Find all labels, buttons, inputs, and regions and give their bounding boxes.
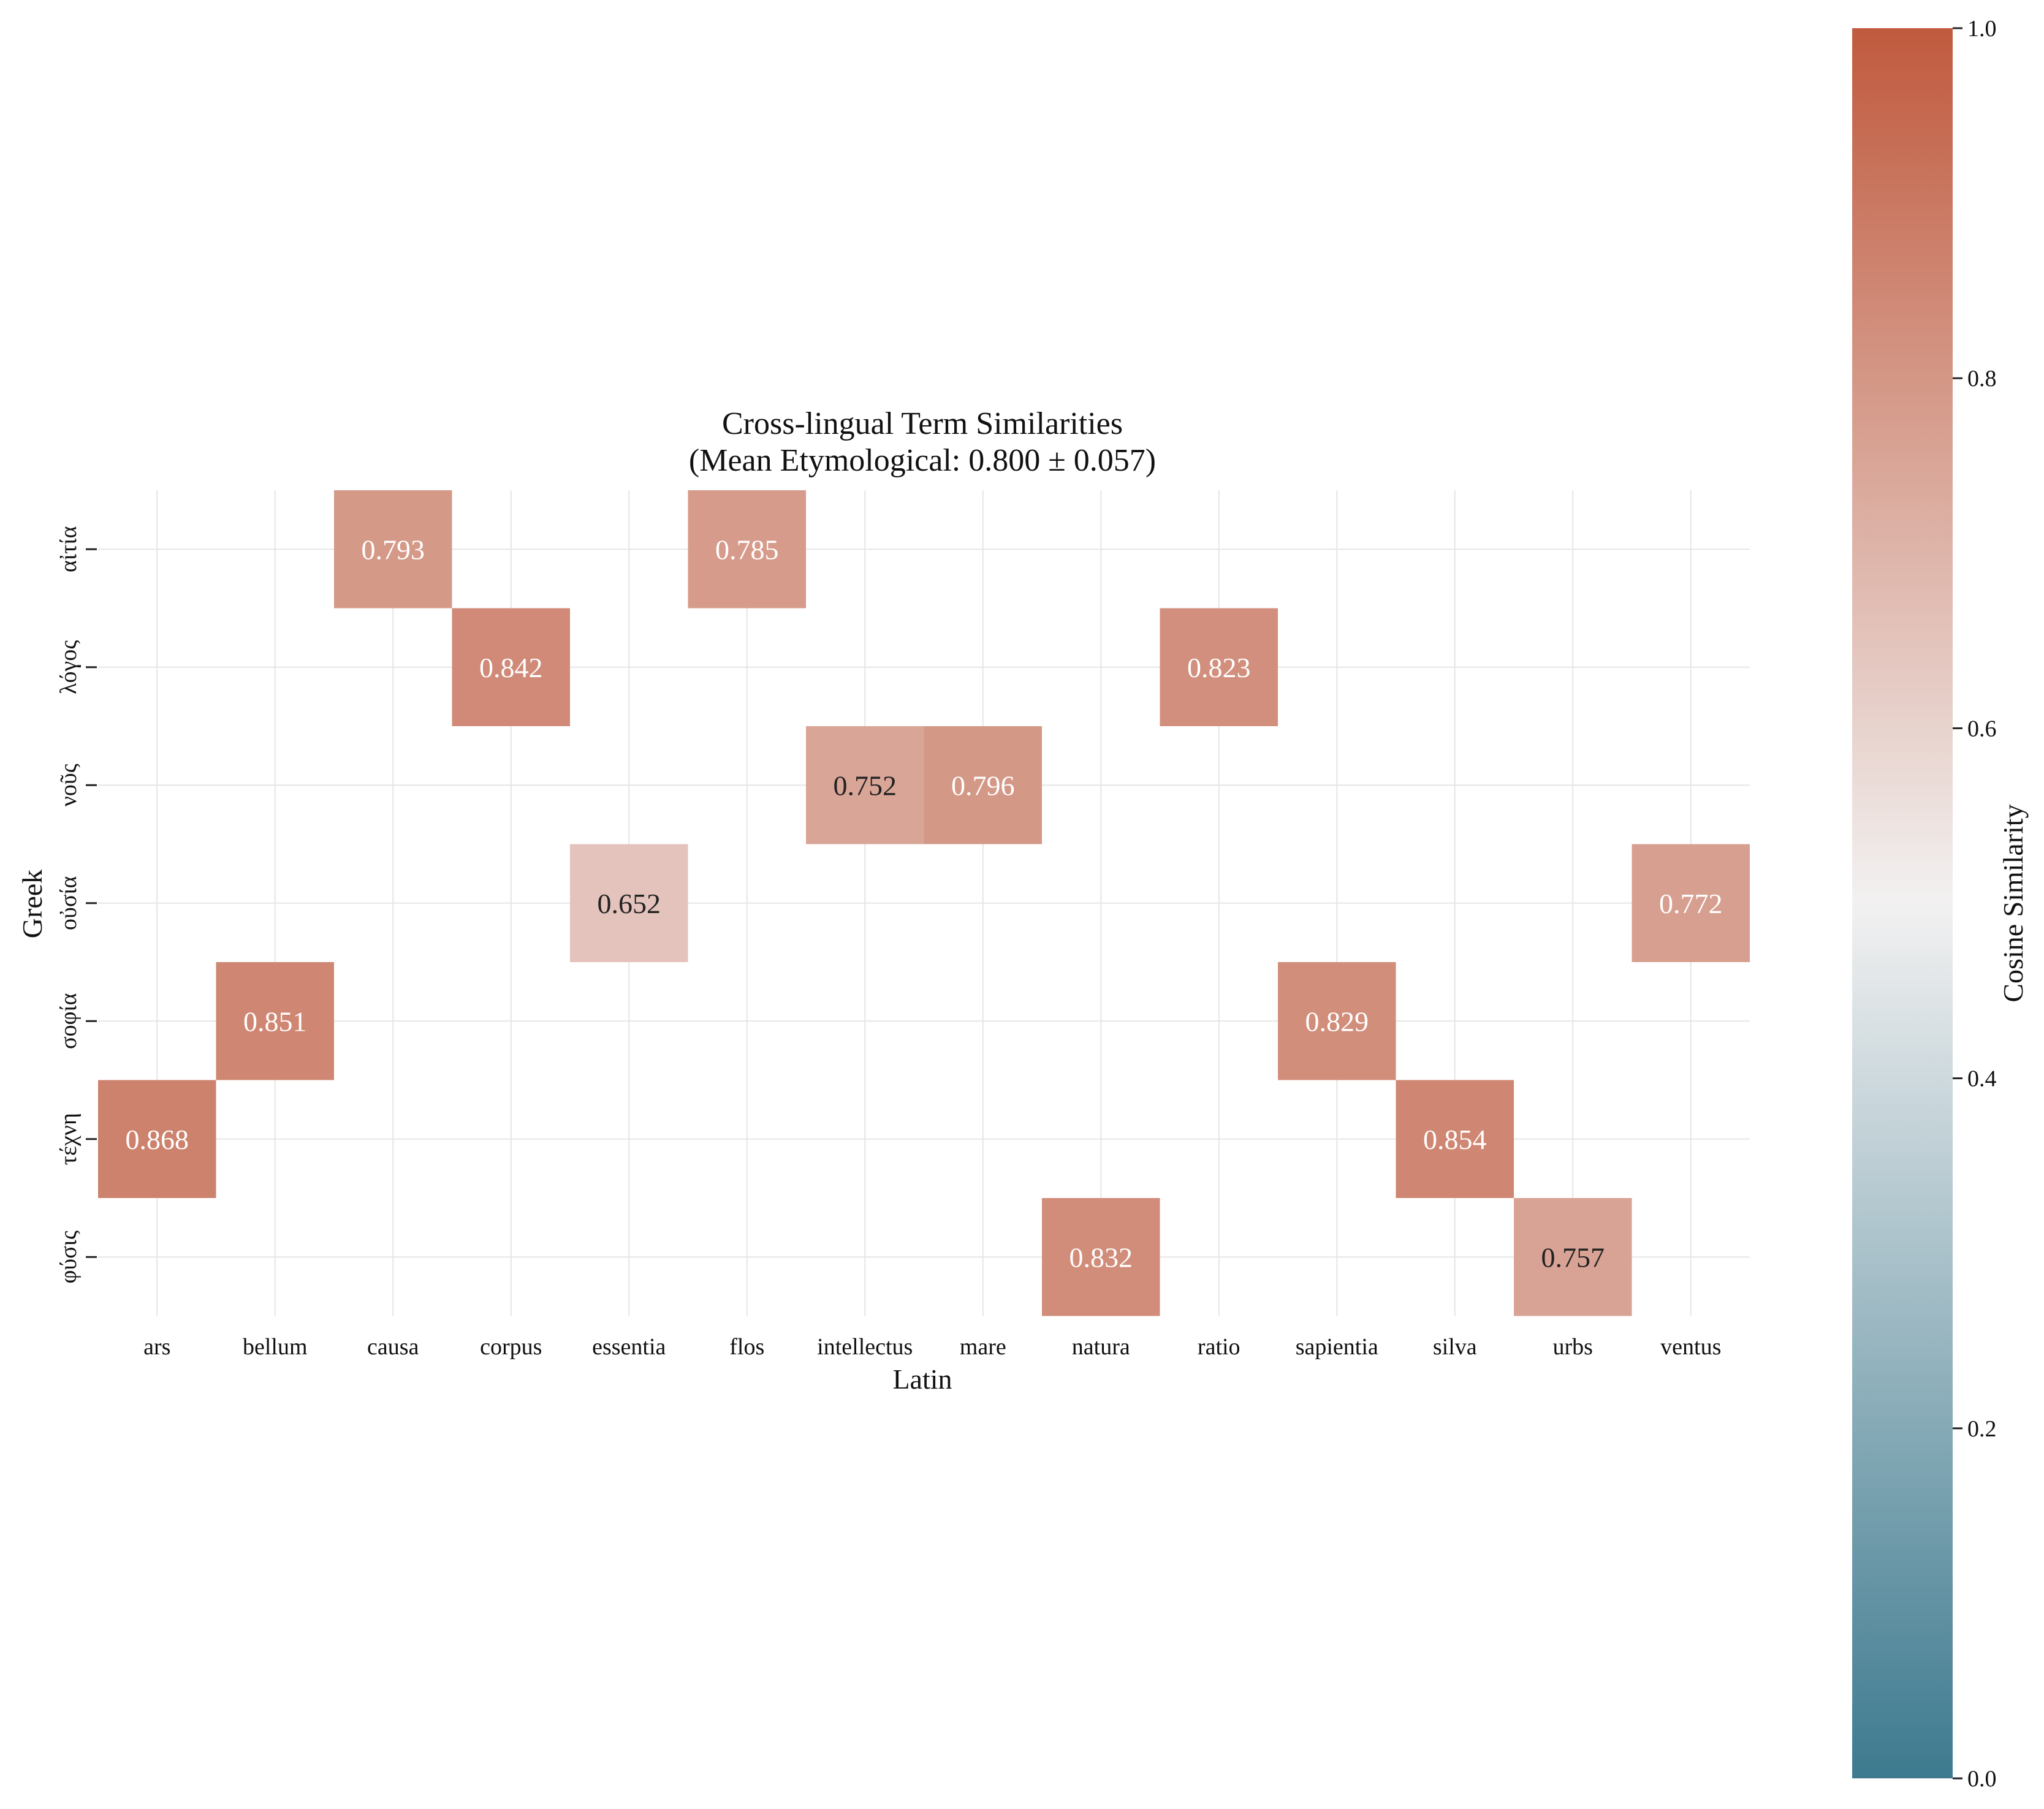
x-tick-label: sapientia: [1296, 1334, 1378, 1360]
chart-subtitle: (Mean Etymological: 0.800 ± 0.057): [689, 443, 1156, 478]
cell-value-label: 0.796: [951, 770, 1015, 801]
x-tick-label: urbs: [1553, 1334, 1593, 1360]
y-tick-label: σοφία: [56, 993, 82, 1049]
y-tick-label: νοῦς: [56, 764, 82, 806]
heatmap-cell: [452, 608, 570, 726]
cell-value-label: 0.752: [834, 770, 897, 801]
colorbar-tick-label: 1.0: [1967, 16, 1997, 42]
cell-value-label: 0.652: [598, 888, 661, 919]
colorbar-tick-label: 0.4: [1967, 1066, 1997, 1092]
colorbar-tick-label: 0.2: [1967, 1416, 1997, 1442]
heatmap-cell: [1278, 962, 1396, 1080]
x-axis: ars bellum causa corpus essentia flos intellec…: [143, 1334, 1721, 1360]
cell-value-label: 0.785: [715, 534, 779, 565]
y-tick-label: φύσις: [56, 1231, 82, 1284]
colorbar-tick-label: 0.8: [1967, 366, 1997, 392]
heatmap-cell: [1632, 844, 1750, 962]
heatmap-cell: [98, 1080, 216, 1198]
cell-value-label: 0.832: [1069, 1242, 1133, 1273]
heatmap-cell: [1160, 608, 1278, 726]
x-tick-label: flos: [729, 1334, 764, 1360]
x-tick-label: essentia: [592, 1334, 666, 1360]
heatmap-cell: [1514, 1198, 1632, 1316]
heatmap-cell: [806, 726, 924, 844]
y-axis-label: Greek: [17, 870, 48, 938]
heatmap-cells: 0.793 0.785 0.842 0.823 0.752 0.796 0.652 0.772…: [98, 490, 1750, 1316]
heatmap-cell: [688, 490, 806, 609]
heatmap-cell: [334, 490, 452, 609]
x-tick-label: causa: [367, 1334, 419, 1360]
x-axis-label: Latin: [892, 1363, 952, 1395]
colorbar-ticks: 0.0 0.2 0.4 0.6 0.8 1.0: [1953, 16, 1997, 1792]
x-tick-label: natura: [1072, 1334, 1130, 1360]
x-tick-label: corpus: [480, 1334, 542, 1360]
heatmap-cell: [1042, 1198, 1160, 1316]
cell-value-label: 0.772: [1659, 888, 1723, 919]
colorbar-label: Cosine Similarity: [1997, 804, 2029, 1002]
x-tick-label: ratio: [1198, 1334, 1240, 1360]
heatmap-cell: [216, 962, 334, 1080]
cell-value-label: 0.757: [1541, 1242, 1605, 1273]
cell-value-label: 0.829: [1305, 1006, 1369, 1037]
y-tick-label: λόγος: [56, 640, 82, 694]
chart-title: Cross-lingual Term Similarities: [722, 406, 1123, 441]
heatmap-cell: [1396, 1080, 1514, 1198]
y-tick-label: αἰτία: [56, 526, 82, 572]
cell-value-label: 0.851: [243, 1006, 307, 1037]
x-tick-label: mare: [960, 1334, 1006, 1360]
x-tick-label: ventus: [1660, 1334, 1721, 1360]
y-tick-label: οὐσία: [56, 876, 82, 930]
x-tick-label: intellectus: [817, 1334, 913, 1360]
cell-value-label: 0.868: [126, 1124, 189, 1155]
cell-value-label: 0.793: [362, 534, 425, 565]
colorbar-tick-label: 0.0: [1967, 1766, 1997, 1792]
heatmap-cell: [570, 844, 688, 962]
x-tick-label: bellum: [243, 1334, 308, 1360]
y-tick-label: τέχνη: [56, 1113, 82, 1165]
y-axis: αἰτία λόγος νοῦς οὐσία σοφία τέχνη φύσις: [56, 526, 97, 1284]
heatmap-cell: [924, 726, 1042, 844]
colorbar: [1852, 28, 1953, 1778]
cell-value-label: 0.823: [1187, 652, 1251, 683]
cell-value-label: 0.854: [1423, 1124, 1487, 1155]
cell-value-label: 0.842: [479, 652, 543, 683]
x-tick-label: silva: [1433, 1334, 1477, 1360]
colorbar-tick-label: 0.6: [1967, 716, 1997, 741]
x-tick-label: ars: [143, 1334, 170, 1360]
